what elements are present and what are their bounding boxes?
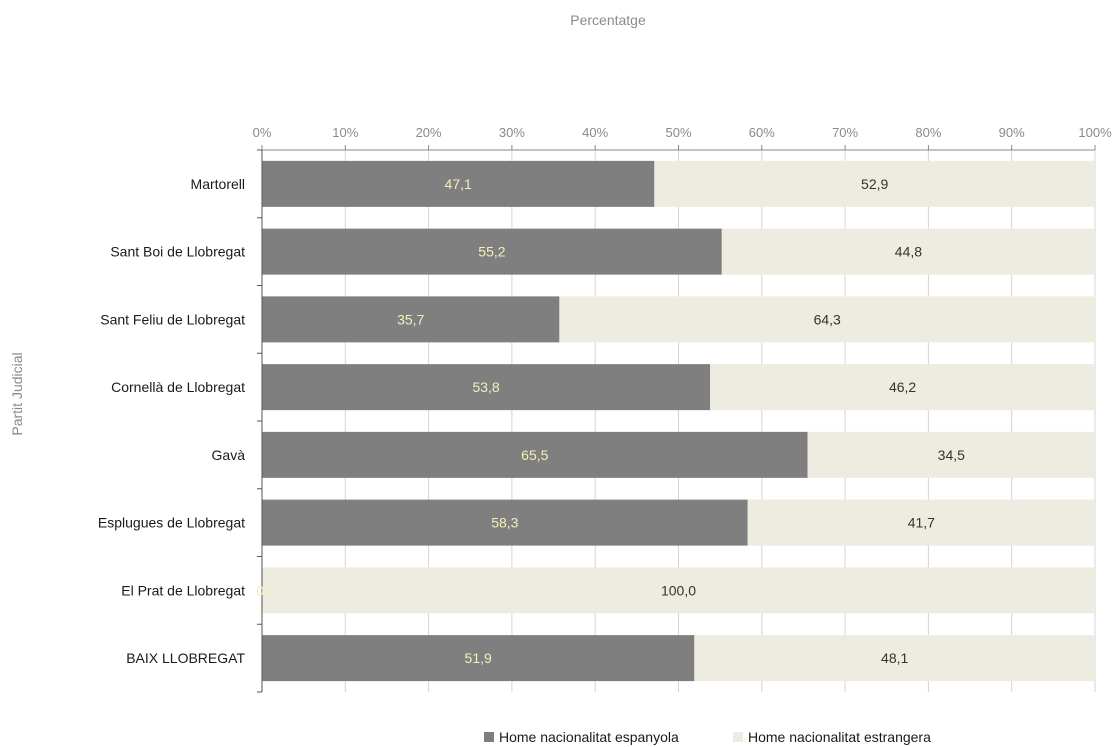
chart-title: Percentatge <box>570 12 646 28</box>
category-label: Sant Boi de Llobregat <box>110 244 245 260</box>
bar-segment <box>262 499 748 546</box>
data-label: 64,3 <box>814 311 841 327</box>
category-label: Esplugues de Llobregat <box>98 515 245 531</box>
bar-segment <box>262 296 560 343</box>
data-label: 65,5 <box>521 447 548 463</box>
data-label: 51,9 <box>465 650 492 666</box>
bar-segment <box>262 160 655 207</box>
data-label: 34,5 <box>938 447 965 463</box>
x-tick-label: 50% <box>665 125 691 140</box>
labels: 47,1 52,9 Martorell 55,2 44,8 Sant Boi de Llo… <box>98 176 965 666</box>
bar-segment <box>262 567 1095 614</box>
x-tick-label: 60% <box>749 125 775 140</box>
category-label: Sant Feliu de Llobregat <box>100 311 245 327</box>
bar-segment <box>654 160 1095 207</box>
data-label: 100,0 <box>661 582 696 598</box>
bar-segment <box>807 431 1095 478</box>
bars <box>262 160 1095 682</box>
legend-label: Home nacionalitat espanyola <box>499 729 679 745</box>
data-label: 48,1 <box>881 650 908 666</box>
data-label: 35,7 <box>397 311 424 327</box>
bar-segment <box>694 635 1095 682</box>
category-label: BAIX LLOBREGAT <box>126 650 245 666</box>
category-label: El Prat de Llobregat <box>121 582 245 598</box>
x-tick-label: 70% <box>832 125 858 140</box>
data-label: 41,7 <box>908 515 935 531</box>
data-label: 55,2 <box>478 244 505 260</box>
legend-label: Home nacionalitat estrangera <box>748 729 931 745</box>
x-tick-label: 90% <box>999 125 1025 140</box>
category-label: Martorell <box>191 176 245 192</box>
x-tick-label: 0% <box>253 125 272 140</box>
bar-segment <box>262 431 808 478</box>
legend: Home nacionalitat espanyola Home nacional… <box>484 729 931 745</box>
x-tick-label: 20% <box>416 125 442 140</box>
bar-segment <box>747 499 1095 546</box>
bar-segment <box>262 635 695 682</box>
legend-swatch <box>484 732 494 742</box>
legend-swatch <box>733 732 743 742</box>
data-label: 58,3 <box>491 515 518 531</box>
data-label: 53,8 <box>472 379 499 395</box>
category-label: Gavà <box>212 447 246 463</box>
bar-segment <box>262 364 711 411</box>
category-label: Cornellà de Llobregat <box>111 379 245 395</box>
x-tick-label: 100% <box>1078 125 1112 140</box>
bar-segment <box>559 296 1095 343</box>
bar-segment <box>710 364 1095 411</box>
bar-segment <box>262 228 722 275</box>
x-tick-label: 10% <box>332 125 358 140</box>
data-label: 44,8 <box>895 244 922 260</box>
axes: 0% 10% 20% 30% 40% 50% 60% 70% 80% 90% 100% <box>253 125 1112 693</box>
bar-segment <box>721 228 1095 275</box>
x-tick-label: 30% <box>499 125 525 140</box>
data-label: 52,9 <box>861 176 888 192</box>
data-label: 0,0 <box>256 582 276 598</box>
data-label: 46,2 <box>889 379 916 395</box>
x-tick-label: 40% <box>582 125 608 140</box>
data-label: 47,1 <box>445 176 472 192</box>
y-axis-title: Partit Judicial <box>9 352 25 435</box>
x-tick-label: 80% <box>915 125 941 140</box>
